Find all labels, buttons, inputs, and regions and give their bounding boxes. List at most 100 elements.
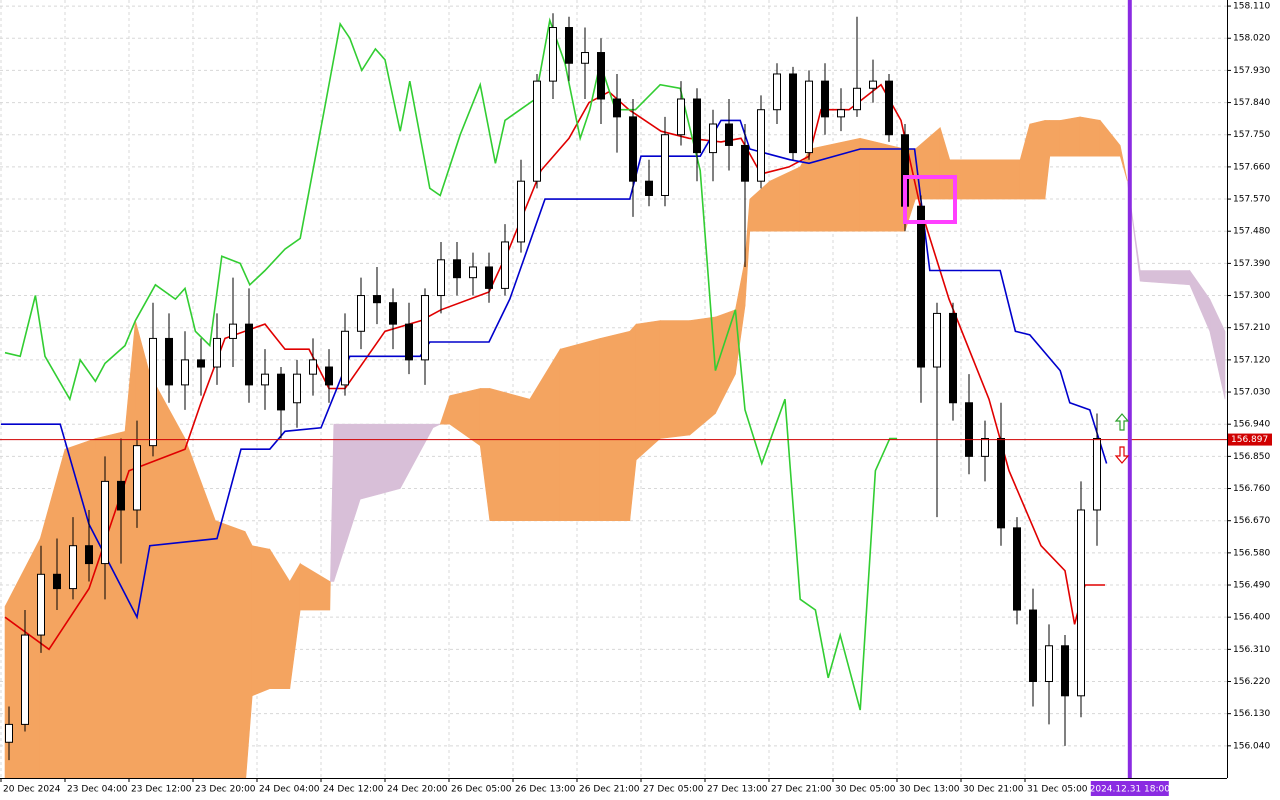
candle-body — [293, 373, 301, 404]
candle-body — [133, 445, 141, 511]
candle-body — [213, 337, 221, 368]
y-tick-label: 156.040 — [1233, 741, 1270, 751]
candle-body — [629, 116, 637, 182]
time-label-box — [1090, 781, 1169, 796]
cloud-segment — [949, 159, 1021, 200]
candle-body — [1045, 645, 1053, 683]
y-tick-label: 156.670 — [1233, 516, 1270, 526]
cloud-segment — [1079, 116, 1101, 157]
sell-arrow — [1114, 446, 1130, 464]
candle-body — [725, 123, 733, 146]
y-tick-label: 156.850 — [1233, 452, 1270, 462]
candle-body — [421, 295, 429, 361]
candle-body — [85, 545, 93, 565]
buy-arrow — [1114, 413, 1130, 431]
candle-body — [805, 80, 813, 154]
x-tick-label: 30 Dec 13:00 — [899, 785, 960, 795]
y-tick-label: 157.030 — [1233, 388, 1270, 398]
candle-body — [245, 323, 253, 386]
cloud-segment — [149, 374, 186, 778]
candle-body — [741, 144, 749, 182]
candle-body — [53, 573, 61, 590]
cloud-segment — [124, 320, 136, 778]
cloud-segment — [809, 137, 861, 232]
cloud-segment — [599, 330, 631, 521]
candle-body — [949, 312, 957, 404]
candle-body — [37, 573, 45, 636]
cloud-segment — [251, 545, 271, 697]
y-tick-label: 156.940 — [1233, 420, 1270, 430]
grid — [0, 0, 1227, 778]
x-tick-label: 30 Dec 21:00 — [963, 785, 1024, 795]
candle-body — [469, 266, 477, 279]
candle-body — [277, 373, 285, 411]
candle-body — [453, 259, 461, 279]
x-tick-label: 26 Dec 05:00 — [451, 785, 512, 795]
candle-body — [997, 437, 1005, 529]
candle-body — [773, 73, 781, 111]
candle-body — [261, 373, 269, 386]
plot-area — [0, 0, 1227, 778]
cloud-segment — [359, 423, 401, 500]
candle-body — [389, 302, 397, 325]
candle-body — [181, 359, 189, 386]
candle-body — [661, 134, 669, 196]
candle-body — [357, 295, 365, 332]
x-tick-label: 27 Dec 21:00 — [771, 785, 832, 795]
y-tick-label: 157.480 — [1233, 227, 1270, 237]
x-tick-label: 23 Dec 04:00 — [67, 785, 128, 795]
cloud-segment — [859, 137, 906, 232]
cloud-segment — [329, 581, 331, 611]
candle-body — [325, 366, 333, 386]
y-tick-label: 157.840 — [1233, 98, 1270, 108]
candle-body — [853, 87, 861, 111]
price-label-box — [1228, 433, 1272, 446]
candle-body — [1077, 509, 1085, 697]
candle-body — [981, 437, 989, 457]
y-tick-label: 156.310 — [1233, 645, 1270, 655]
candle-body — [117, 480, 125, 511]
cloud-segment — [39, 449, 66, 778]
y-tick-label: 156.490 — [1233, 581, 1270, 591]
candle-body — [1029, 609, 1037, 683]
cloud-segment — [184, 438, 216, 778]
y-tick-label: 157.660 — [1233, 162, 1270, 172]
x-tick-label: 27 Dec 13:00 — [707, 785, 768, 795]
y-tick-label: 157.300 — [1233, 291, 1270, 301]
candle-body — [1013, 527, 1021, 611]
candle-body — [197, 359, 205, 368]
time-label: 2024.12.31 18:00 — [1090, 785, 1171, 795]
x-tick-label: 20 Dec 2024 — [3, 785, 61, 795]
candle-body — [373, 295, 381, 304]
candle-body — [965, 402, 973, 457]
cloud-segment — [1049, 120, 1061, 157]
cloud-segment — [1059, 116, 1081, 157]
y-tick-label: 156.220 — [1233, 677, 1270, 687]
candle-body — [869, 80, 877, 89]
x-tick-label: 30 Dec 05:00 — [835, 785, 896, 795]
candle-body — [933, 312, 941, 368]
candle-body — [405, 323, 413, 361]
candle-body — [437, 259, 445, 297]
y-tick-label: 156.130 — [1233, 709, 1270, 719]
candle-body — [677, 98, 685, 136]
candle-body — [517, 180, 525, 243]
candle-body — [309, 359, 317, 375]
cloud-segment — [135, 320, 151, 778]
candle-body — [565, 27, 573, 64]
y-tick-label: 157.570 — [1233, 195, 1270, 205]
candle-body — [789, 73, 797, 154]
candle-body — [645, 180, 653, 196]
candle-body — [149, 337, 157, 447]
candle-body — [549, 27, 557, 82]
y-tick-label: 157.210 — [1233, 323, 1270, 333]
y-tick-label: 157.930 — [1233, 66, 1270, 76]
candle-body — [1093, 437, 1101, 511]
cloud-segment — [559, 338, 601, 521]
y-tick-label: 157.120 — [1233, 355, 1270, 365]
candle-body — [533, 80, 541, 182]
highlight-box — [903, 175, 957, 224]
